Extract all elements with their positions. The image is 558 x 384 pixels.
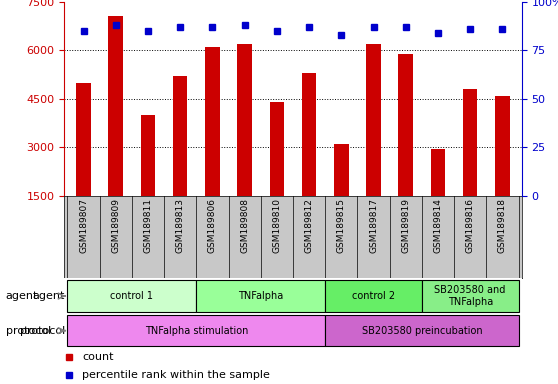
Text: GSM189807: GSM189807	[79, 198, 88, 253]
Bar	[398, 54, 413, 196]
Bar	[270, 102, 284, 196]
Bar	[173, 76, 187, 196]
Text: GSM189813: GSM189813	[176, 198, 185, 253]
Bar	[325, 315, 518, 346]
Text: control 2: control 2	[352, 291, 395, 301]
Text: GSM189811: GSM189811	[143, 198, 152, 253]
Bar	[196, 280, 325, 312]
Bar	[68, 315, 325, 346]
Text: GSM189812: GSM189812	[305, 198, 314, 253]
Text: count: count	[83, 352, 114, 362]
Text: percentile rank within the sample: percentile rank within the sample	[83, 370, 270, 380]
Text: GSM189814: GSM189814	[434, 198, 442, 253]
Text: GSM189809: GSM189809	[111, 198, 120, 253]
Bar	[205, 47, 220, 196]
Bar	[334, 144, 349, 196]
Text: protocol: protocol	[20, 326, 65, 336]
Text: GSM189806: GSM189806	[208, 198, 217, 253]
Bar	[495, 96, 509, 196]
Bar	[108, 17, 123, 196]
Text: GSM189816: GSM189816	[466, 198, 475, 253]
Bar	[237, 44, 252, 196]
Text: SB203580 preincubation: SB203580 preincubation	[362, 326, 482, 336]
Bar	[422, 280, 518, 312]
Text: GSM189819: GSM189819	[401, 198, 410, 253]
Text: protocol: protocol	[6, 326, 51, 336]
Bar	[431, 149, 445, 196]
Text: GSM189818: GSM189818	[498, 198, 507, 253]
Text: GSM189815: GSM189815	[337, 198, 346, 253]
Bar	[302, 73, 316, 196]
Bar	[463, 89, 478, 196]
Text: TNFalpha stimulation: TNFalpha stimulation	[145, 326, 248, 336]
Text: agent: agent	[32, 291, 65, 301]
Text: control 1: control 1	[110, 291, 153, 301]
Text: TNFalpha: TNFalpha	[238, 291, 283, 301]
Bar	[366, 44, 381, 196]
Text: GSM189817: GSM189817	[369, 198, 378, 253]
Bar	[325, 280, 422, 312]
Text: GDS2885 / 15889: GDS2885 / 15889	[64, 0, 175, 1]
Text: SB203580 and
TNFalpha: SB203580 and TNFalpha	[435, 285, 506, 307]
Bar	[76, 83, 91, 196]
Bar	[141, 115, 155, 196]
Text: GSM189810: GSM189810	[272, 198, 281, 253]
Text: agent: agent	[6, 291, 38, 301]
Bar	[68, 280, 196, 312]
Text: GSM189808: GSM189808	[240, 198, 249, 253]
